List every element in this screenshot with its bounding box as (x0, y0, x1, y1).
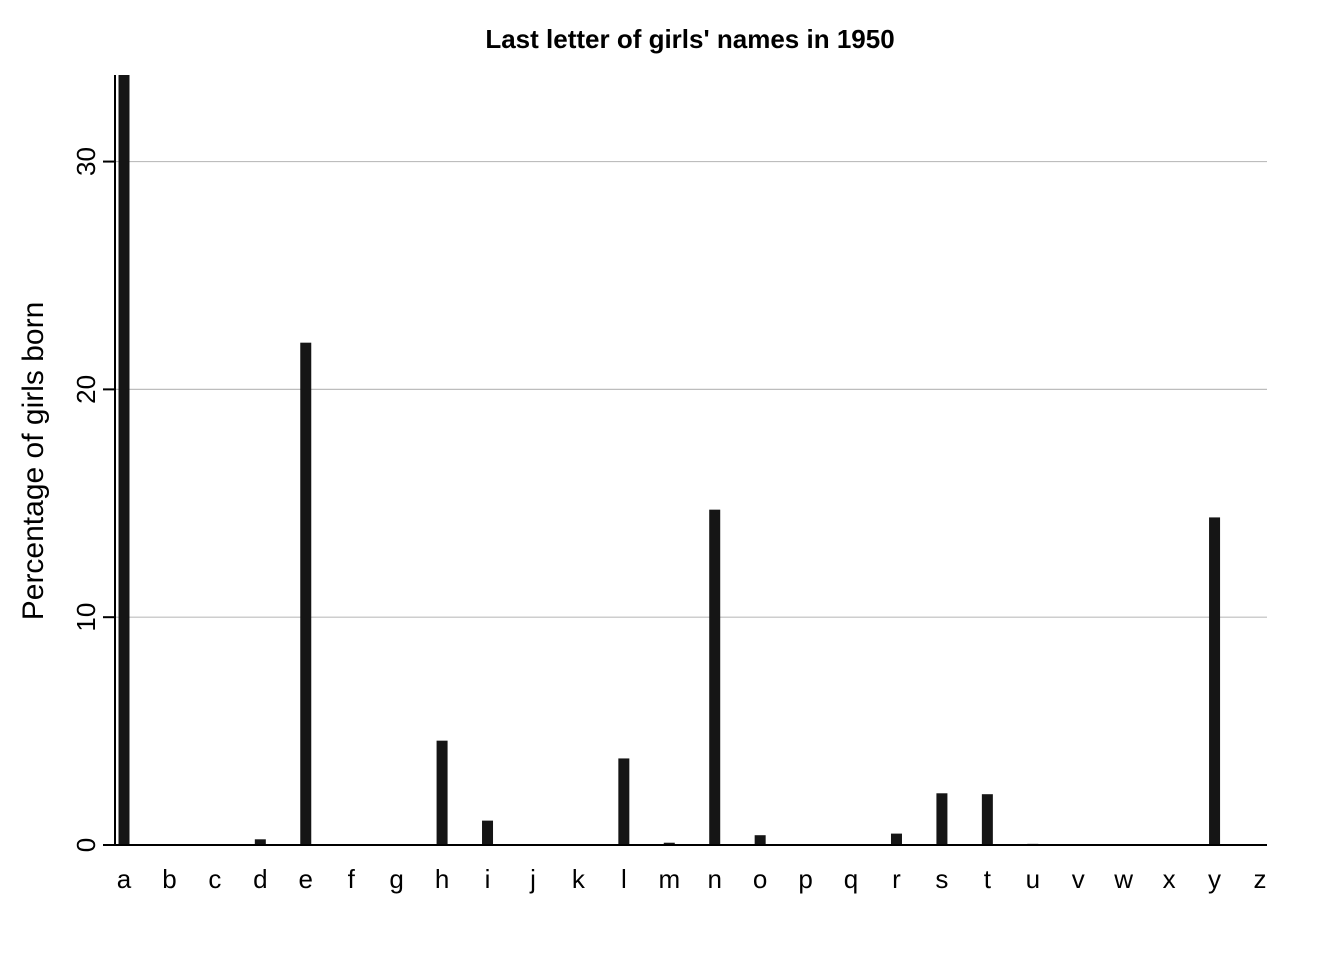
x-tick-label-x: x (1163, 864, 1176, 894)
y-tick-label-10: 10 (71, 603, 101, 632)
y-tick-label-30: 30 (71, 147, 101, 176)
x-tick-label-r: r (892, 864, 901, 894)
x-tick-label-l: l (621, 864, 627, 894)
x-tick-label-a: a (117, 864, 132, 894)
x-tick-label-j: j (529, 864, 536, 894)
bars (118, 75, 1266, 845)
y-tick-label-0: 0 (71, 838, 101, 852)
y-tick-label-20: 20 (71, 375, 101, 404)
bar-t (981, 794, 993, 845)
bar-m (663, 842, 675, 845)
x-tick-label-v: v (1072, 864, 1085, 894)
bar-n (709, 509, 721, 845)
axes (114, 75, 1267, 846)
y-tick-labels: 0 10 20 30 (71, 147, 115, 852)
x-tick-label-u: u (1026, 864, 1040, 894)
gridlines (115, 160, 1267, 618)
x-tick-label-b: b (162, 864, 176, 894)
bar-d (254, 839, 266, 845)
bar-o (754, 835, 766, 845)
x-tick-label-o: o (753, 864, 767, 894)
bar-l (618, 758, 630, 845)
x-tick-label-f: f (348, 864, 356, 894)
x-tick-label-m: m (658, 864, 680, 894)
bar-h (436, 740, 448, 845)
bar-e (300, 342, 312, 845)
x-tick-label-g: g (389, 864, 403, 894)
x-tick-label-i: i (485, 864, 491, 894)
bar-a (118, 75, 130, 845)
x-tick-label-e: e (299, 864, 313, 894)
x-tick-label-z: z (1254, 864, 1267, 894)
x-tick-label-p: p (798, 864, 812, 894)
x-tick-label-n: n (707, 864, 721, 894)
x-tick-label-c: c (208, 864, 221, 894)
bar-r (890, 833, 902, 845)
bar-i (482, 820, 494, 845)
x-tick-label-y: y (1208, 864, 1221, 894)
chart-title: Last letter of girls' names in 1950 (485, 24, 894, 54)
y-axis-label: Percentage of girls born (17, 302, 50, 621)
x-tick-label-t: t (984, 864, 992, 894)
x-tick-label-w: w (1113, 864, 1133, 894)
x-tick-label-d: d (253, 864, 267, 894)
bar-y (1209, 517, 1221, 845)
x-tick-label-s: s (935, 864, 948, 894)
x-tick-label-k: k (572, 864, 586, 894)
x-tick-label-q: q (844, 864, 858, 894)
bar-s (936, 793, 948, 845)
x-tick-label-h: h (435, 864, 449, 894)
